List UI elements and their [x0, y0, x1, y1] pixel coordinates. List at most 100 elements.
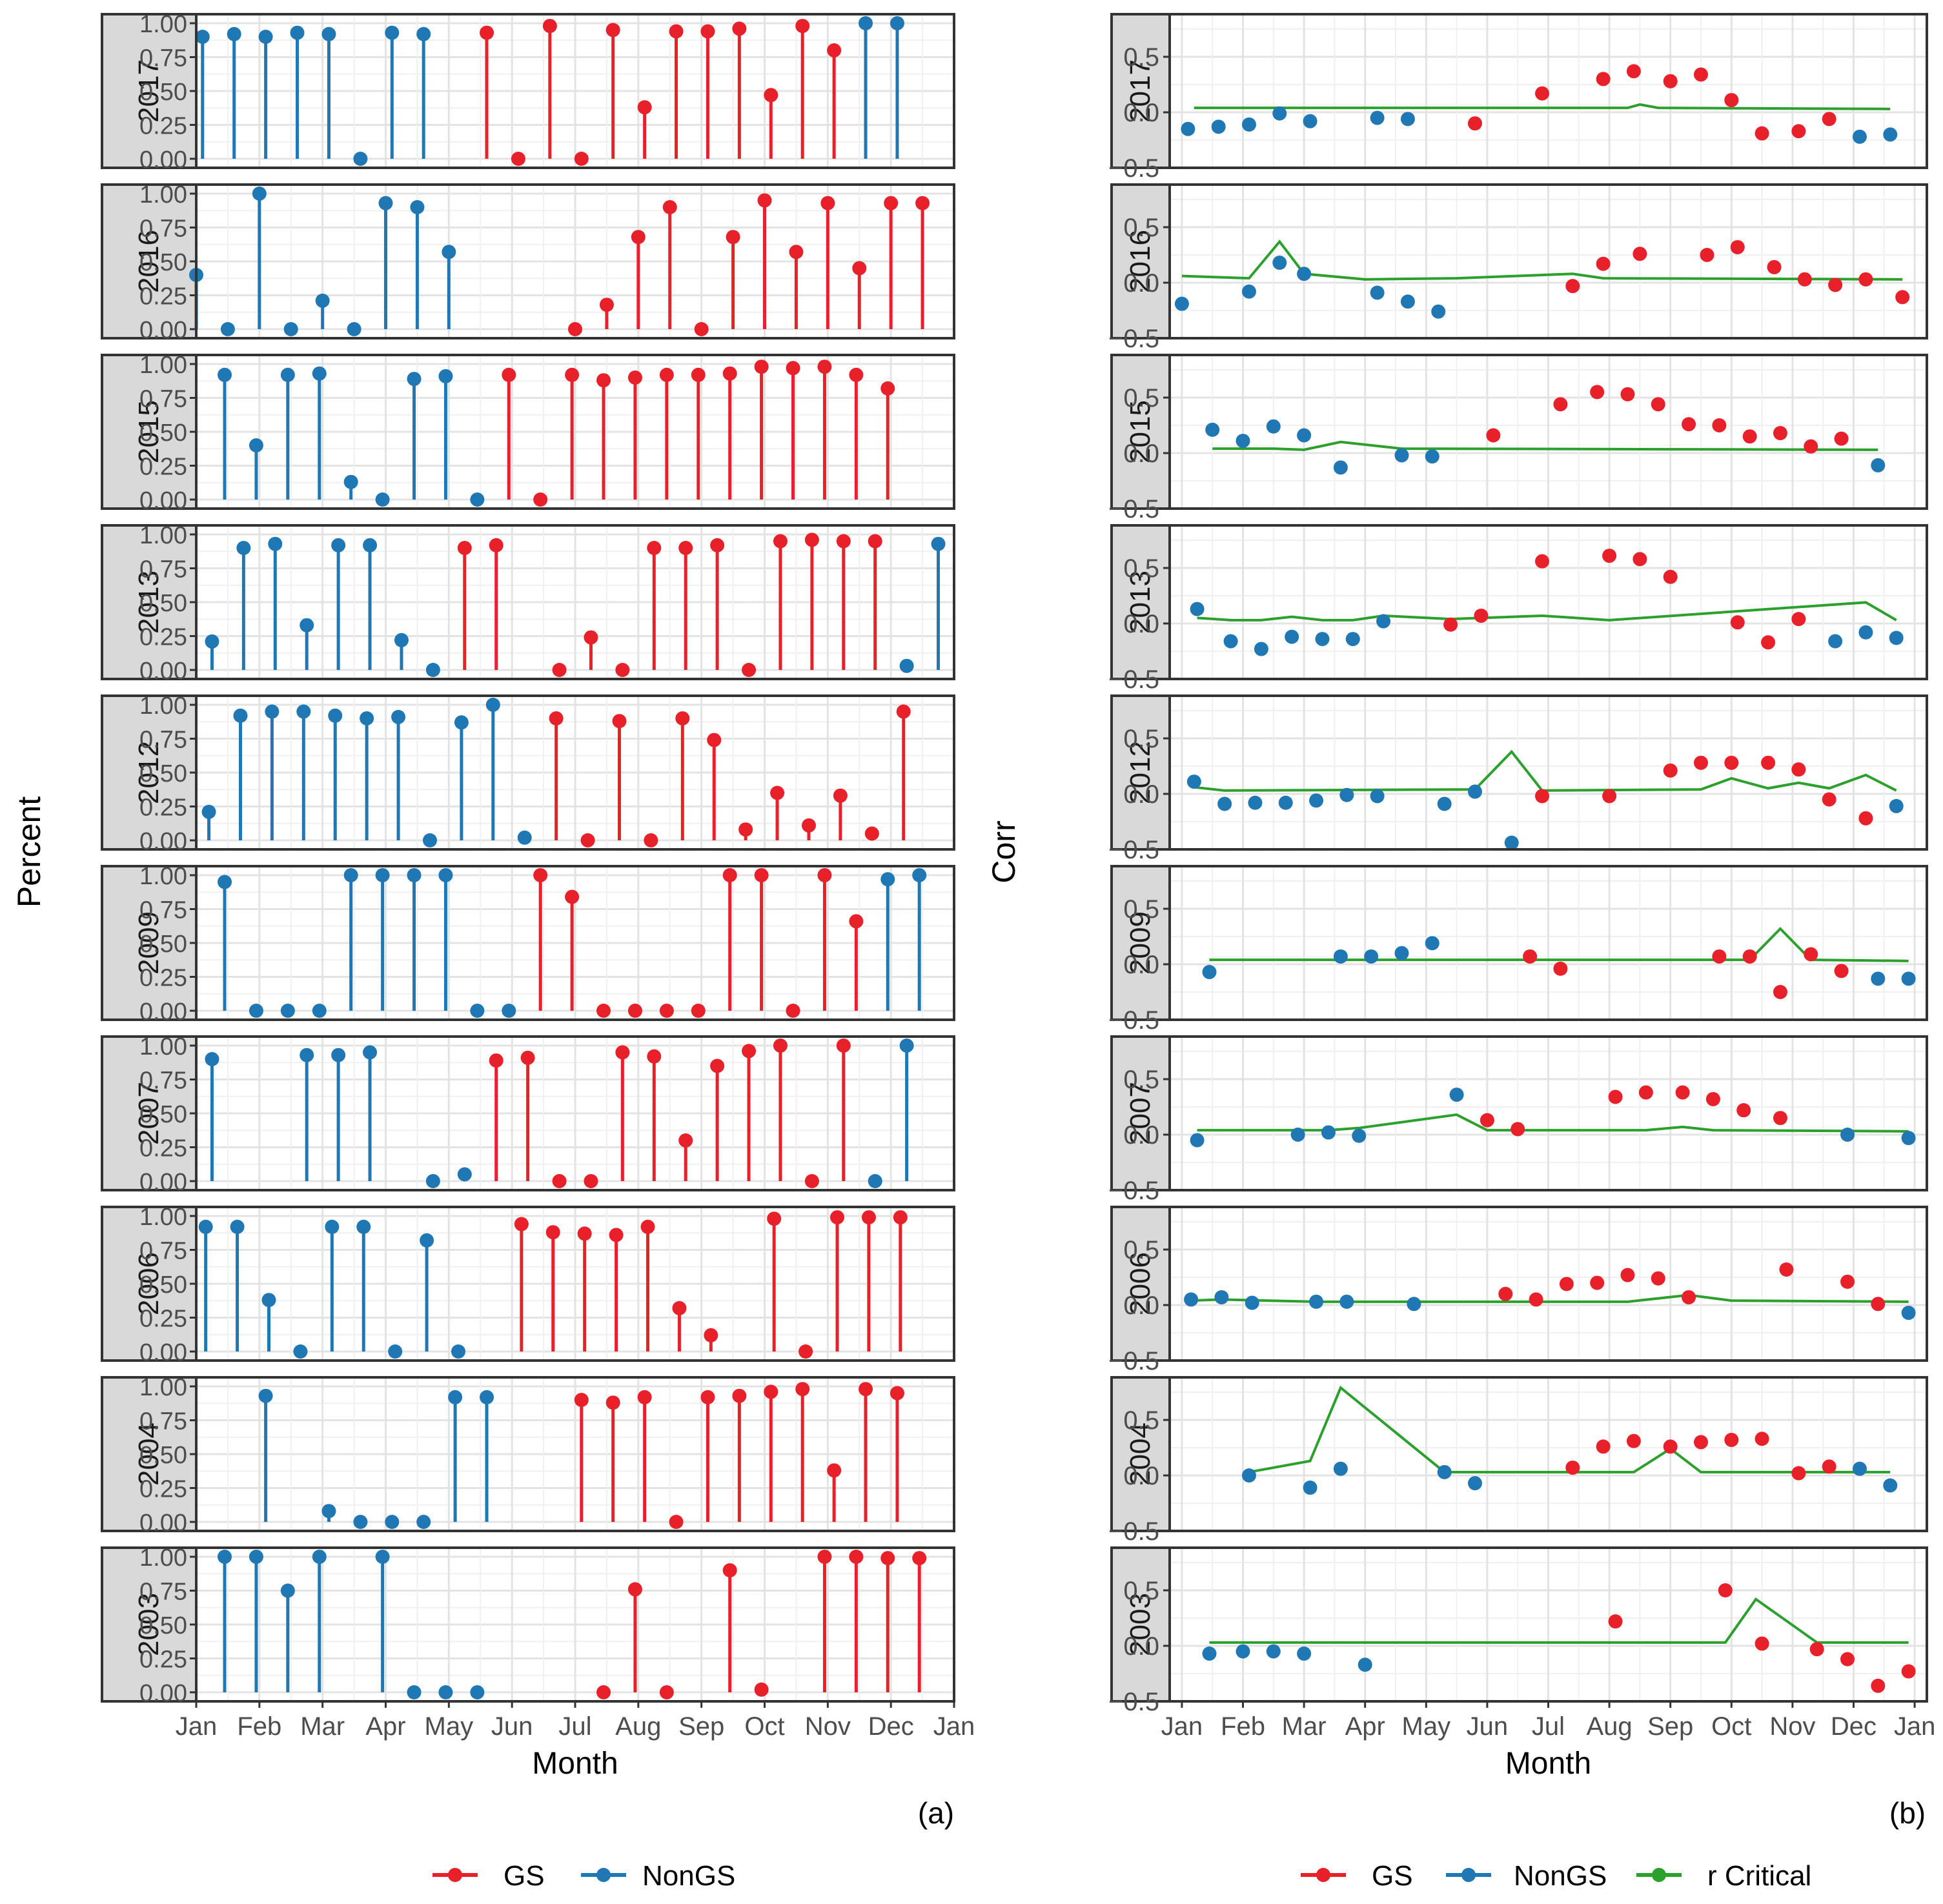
- point-2016-14: [631, 230, 646, 245]
- facet-b-2003: 2003 −0.5 0.0 0.5: [1108, 1546, 1928, 1716]
- point-2009-20: [849, 914, 864, 929]
- facet-a-2013-border: [195, 524, 955, 680]
- facet-b-2004-border: [1168, 1376, 1928, 1532]
- corr-point-2013-18: [1889, 631, 1904, 645]
- point-2016-15: [662, 200, 677, 214]
- corr-point-2003-3: [1297, 1646, 1312, 1661]
- y-tick-label: 0.25: [139, 283, 187, 310]
- corr-point-2004-7: [1626, 1433, 1641, 1448]
- facet-a-2004: 2004 0.00 0.25 0.50 0.75 1.00: [101, 1374, 955, 1537]
- corr-point-2016-15: [1858, 272, 1873, 287]
- corr-point-2017-17: [1852, 129, 1867, 144]
- corr-point-2004-11: [1755, 1432, 1769, 1446]
- facet-a-2017-strip-label: 2017: [133, 59, 165, 123]
- facet-a-2017: 2017 0.00 0.25 0.50 0.75 1.00: [101, 11, 955, 174]
- point-2009-13: [627, 1004, 642, 1018]
- point-2017-17: [732, 21, 747, 36]
- point-2016-8: [442, 245, 456, 259]
- corr-point-2004-12: [1791, 1466, 1806, 1481]
- corr-point-2017-18: [1883, 127, 1898, 142]
- x-tick-label: Sep: [1647, 1712, 1693, 1741]
- point-2012-1: [233, 708, 248, 723]
- point-2004-5: [416, 1515, 431, 1529]
- facet-a-2006-strip: [101, 1206, 198, 1362]
- corr-point-2016-9: [1633, 247, 1647, 261]
- legend-nongs-dot: [1461, 1868, 1476, 1882]
- facet-a-2009-border: [195, 865, 955, 1021]
- point-2017-3: [290, 25, 305, 40]
- corr-point-2007-4: [1449, 1088, 1464, 1102]
- point-2003-8: [470, 1685, 485, 1699]
- point-2013-4: [331, 538, 346, 552]
- corr-point-2006-3: [1309, 1294, 1324, 1309]
- y-tick-label: 0.50: [139, 931, 187, 958]
- point-2004-7: [480, 1390, 494, 1404]
- point-2017-5: [353, 152, 368, 166]
- legend-nongs-label: NonGS: [1514, 1860, 1607, 1892]
- point-2006-18: [767, 1211, 782, 1226]
- point-2006-13: [609, 1228, 624, 1242]
- point-2003-14: [659, 1685, 674, 1699]
- y-tick-label: 0.75: [139, 556, 187, 583]
- corr-point-2012-7: [1437, 796, 1452, 811]
- corr-point-2013-12: [1663, 569, 1678, 584]
- corr-point-2017-15: [1791, 124, 1806, 139]
- corr-point-2015-4: [1333, 460, 1348, 475]
- y-tick-label: 0.0: [1123, 440, 1159, 468]
- point-2015-11: [565, 367, 580, 382]
- x-tick-label: Jun: [491, 1712, 533, 1741]
- facet-a-2016: 2016 0.00 0.25 0.50 0.75 1.00: [101, 181, 955, 344]
- corr-point-2003-2: [1266, 1644, 1281, 1659]
- facet-b-2012-border: [1168, 694, 1928, 851]
- y-tick-label: 0.00: [139, 487, 187, 514]
- y-tick-label: −0.5: [1108, 495, 1159, 523]
- point-2017-15: [669, 24, 684, 39]
- point-2006-2: [261, 1293, 276, 1308]
- corr-point-2006-6: [1498, 1286, 1513, 1301]
- corr-point-2006-11: [1651, 1271, 1665, 1286]
- corr-point-2013-1: [1223, 634, 1238, 649]
- point-2013-16: [710, 538, 725, 552]
- point-2013-12: [584, 630, 598, 645]
- facet-b-2007: 2007 −0.5 0.0 0.5: [1108, 1035, 1928, 1205]
- point-2007-17: [742, 1044, 757, 1058]
- corr-point-2017-13: [1724, 93, 1739, 108]
- corr-point-2004-8: [1663, 1439, 1678, 1454]
- corr-point-2013-0: [1190, 602, 1205, 616]
- corr-point-2017-4: [1303, 114, 1317, 128]
- point-2015-2: [280, 367, 295, 382]
- corr-point-2016-11: [1730, 239, 1745, 254]
- corr-point-2004-2: [1333, 1461, 1348, 1476]
- point-2016-20: [820, 196, 835, 210]
- point-2009-0: [218, 875, 232, 889]
- x-axis-title: Month: [532, 1747, 618, 1781]
- point-2013-18: [773, 534, 788, 549]
- point-2017-2: [258, 30, 273, 44]
- corr-point-2017-14: [1755, 126, 1769, 141]
- point-2007-7: [425, 1174, 440, 1188]
- y-tick-label: 0.00: [139, 658, 187, 685]
- point-2016-21: [852, 261, 867, 276]
- point-2009-6: [407, 868, 422, 882]
- corr-point-2003-8: [1809, 1642, 1824, 1657]
- point-2006-21: [861, 1210, 876, 1225]
- point-2016-17: [726, 230, 740, 245]
- corr-point-2007-13: [1840, 1128, 1855, 1142]
- point-2015-3: [312, 366, 327, 381]
- y-tick-label: 0.00: [139, 1169, 187, 1196]
- y-tick-label: 1.00: [139, 1374, 187, 1401]
- corr-point-2007-3: [1352, 1128, 1367, 1143]
- point-2006-20: [830, 1210, 845, 1225]
- facet-b-2017-border: [1168, 13, 1928, 169]
- corr-point-2012-10: [1535, 789, 1550, 804]
- facet-a-2016-strip: [101, 183, 198, 339]
- y-tick-label: −0.5: [1108, 1177, 1159, 1205]
- point-2003-7: [438, 1685, 453, 1699]
- x-tick-label: Jan: [176, 1712, 218, 1741]
- facet-a-2006-strip-label: 2006: [133, 1252, 165, 1315]
- corr-point-2006-12: [1682, 1290, 1696, 1304]
- point-2004-17: [795, 1382, 810, 1397]
- r-critical-line-2013: [1197, 601, 1897, 622]
- corr-point-2003-5: [1608, 1614, 1623, 1629]
- x-tick-label: May: [1402, 1712, 1451, 1741]
